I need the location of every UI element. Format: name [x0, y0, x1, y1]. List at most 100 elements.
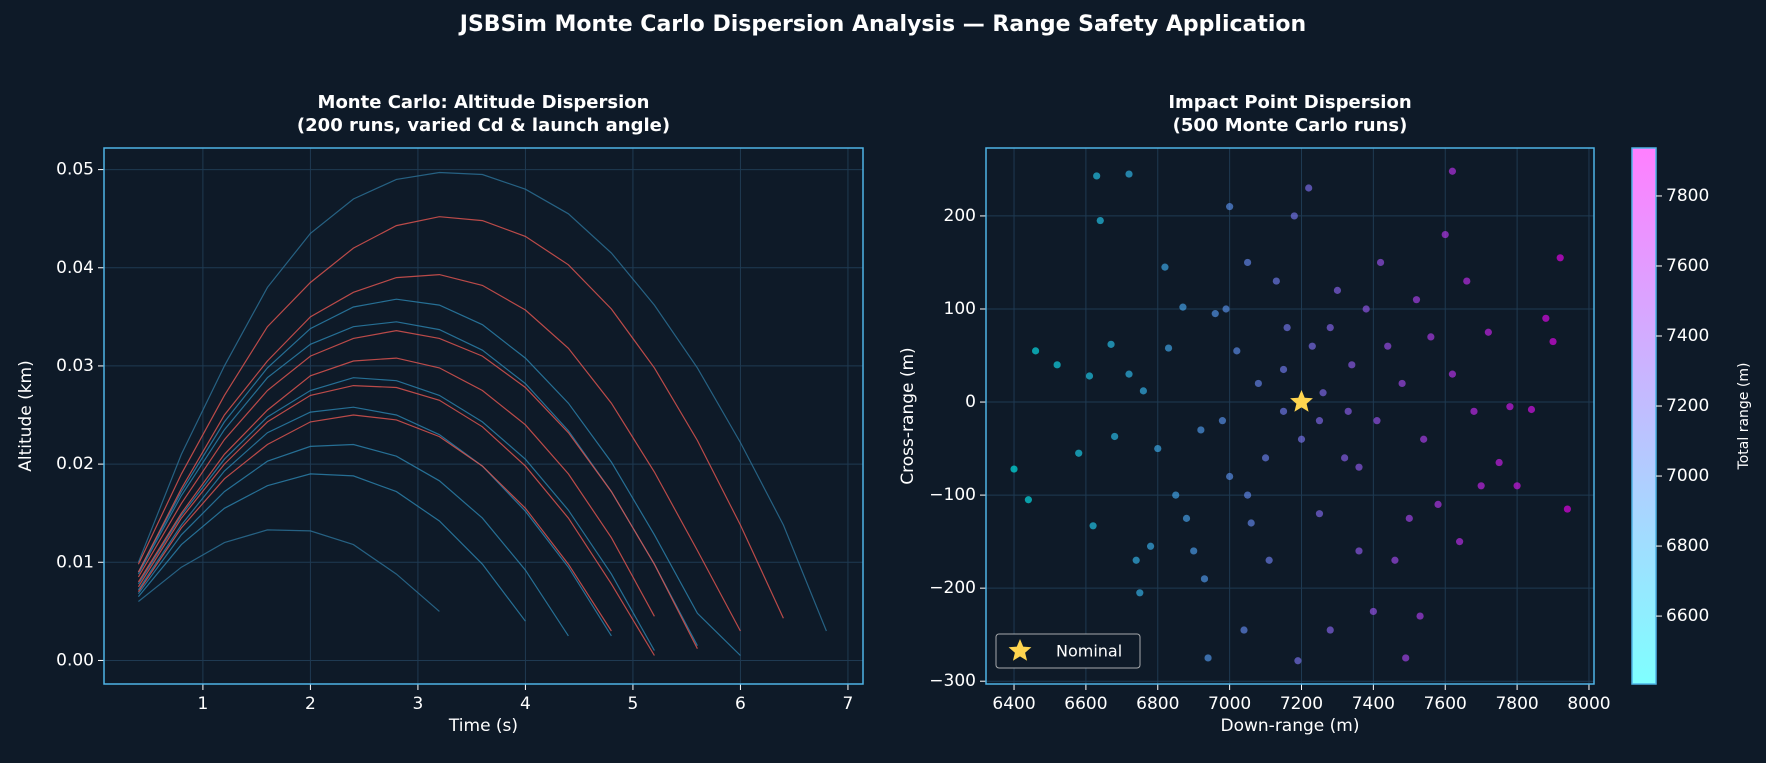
- impact-point: [1470, 407, 1478, 415]
- impact-point: [1075, 449, 1083, 457]
- run-line: [137, 216, 784, 619]
- impact-point: [1333, 286, 1342, 294]
- y-tick-label: 0.02: [56, 454, 94, 474]
- impact-point: [1542, 314, 1550, 322]
- y-tick-label: 0: [965, 392, 976, 412]
- impact-point: [1477, 482, 1485, 490]
- plot-area: [986, 148, 1594, 684]
- x-tick-label: 6: [735, 694, 746, 714]
- x-tick-label: 5: [628, 694, 639, 714]
- run-line: [137, 171, 827, 632]
- x-tick-label: 6400: [992, 694, 1035, 714]
- chart-subtitle: (500 Monte Carlo runs): [1173, 115, 1408, 136]
- impact-point: [1355, 463, 1363, 471]
- impact-point: [1172, 491, 1180, 499]
- impact-point: [1369, 607, 1377, 616]
- chart-subtitle: (200 runs, varied Cd & launch angle): [297, 115, 670, 136]
- impact-point: [1341, 454, 1349, 462]
- points: [1010, 167, 1572, 665]
- y-tick-label: −300: [929, 671, 976, 691]
- impact-point: [1416, 612, 1424, 620]
- impact-point: [1290, 212, 1298, 220]
- nominal-star: [1290, 390, 1313, 412]
- x-axis-label: Down-range (m): [1221, 716, 1360, 736]
- colorbar-tick-label: 7000: [1666, 466, 1709, 486]
- impact-point: [1463, 277, 1471, 285]
- impact-point: [1247, 519, 1255, 527]
- run-line: [137, 443, 569, 637]
- impact-point: [1089, 522, 1097, 530]
- run-line: [137, 406, 612, 637]
- impact-point: [1031, 347, 1040, 355]
- x-axis-label: Time (s): [448, 716, 518, 736]
- impact-point: [1283, 323, 1291, 332]
- impact-point: [1456, 538, 1464, 546]
- impact-point: [1344, 407, 1352, 415]
- y-axis-label: Cross-range (m): [898, 347, 918, 484]
- impact-point: [1434, 500, 1442, 509]
- x-tick-label: 1: [197, 694, 208, 714]
- colorbar-tick-label: 6600: [1666, 606, 1709, 626]
- plot-frame: [103, 147, 864, 685]
- x-tick-label: 6600: [1064, 694, 1107, 714]
- impact-point: [1240, 626, 1248, 634]
- impact-point: [1294, 657, 1302, 665]
- run-line: [137, 273, 741, 632]
- impact-point: [1132, 556, 1140, 564]
- impact-point: [1315, 510, 1324, 518]
- colorbar: [1631, 147, 1657, 685]
- impact-point: [1373, 417, 1381, 425]
- impact-point: [1164, 344, 1173, 352]
- impact-point: [1326, 626, 1334, 634]
- x-tick-label: 8000: [1567, 694, 1610, 714]
- impact-point: [1125, 370, 1133, 378]
- run-line: [138, 529, 440, 612]
- figure-title: JSBSim Monte Carlo Dispersion Analysis —…: [458, 12, 1306, 37]
- impact-point: [1146, 542, 1155, 550]
- plot-area: [104, 148, 863, 684]
- x-tick-label: 7: [843, 694, 854, 714]
- impact-point: [1427, 333, 1435, 341]
- impact-point: [1355, 547, 1363, 555]
- impact-point: [1448, 167, 1457, 175]
- impact-point: [1096, 216, 1104, 225]
- impact-point: [1513, 482, 1521, 490]
- y-tick-label: 0.03: [56, 356, 94, 376]
- x-tick-label: 6800: [1136, 694, 1179, 714]
- impact-point: [1279, 407, 1288, 415]
- impact-point: [1549, 337, 1557, 346]
- colorbar-tick-label: 7400: [1666, 326, 1709, 346]
- impact-point: [1420, 435, 1428, 443]
- impact-point: [1111, 432, 1119, 441]
- impact-point: [1495, 458, 1503, 467]
- colorbar-tick-label: 7200: [1666, 396, 1709, 416]
- run-line: [137, 473, 526, 622]
- impact-point: [1226, 472, 1234, 481]
- x-tick-label: 2: [305, 694, 316, 714]
- impact-point: [1190, 547, 1198, 555]
- impact-point: [1024, 496, 1033, 504]
- y-tick-label: 0.05: [56, 160, 94, 180]
- impact-point: [1384, 342, 1392, 350]
- plot-frame: [985, 147, 1595, 685]
- impact-point: [1154, 444, 1162, 453]
- y-tick-label: −200: [929, 578, 976, 598]
- y-tick-label: 200: [944, 206, 976, 226]
- impact-point: [1093, 172, 1101, 180]
- colorbar-tick-label: 7800: [1666, 186, 1709, 206]
- impact-point: [1179, 303, 1187, 311]
- impact-point: [1204, 654, 1212, 662]
- impact-point: [1197, 426, 1205, 434]
- impact-point: [1441, 230, 1449, 239]
- impact-point: [1305, 184, 1313, 192]
- impact-point: [1362, 305, 1370, 313]
- impact-point: [1182, 514, 1191, 522]
- impact-point: [1527, 405, 1536, 414]
- impact-point: [1272, 277, 1280, 285]
- impact-point: [1053, 361, 1061, 369]
- y-tick-label: 0.00: [56, 650, 94, 670]
- run-line: [137, 298, 741, 656]
- chart-title: Monte Carlo: Altitude Dispersion: [318, 92, 650, 113]
- x-tick-label: 7800: [1495, 694, 1538, 714]
